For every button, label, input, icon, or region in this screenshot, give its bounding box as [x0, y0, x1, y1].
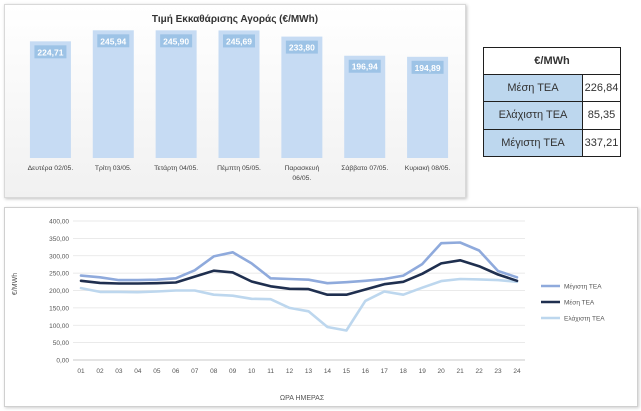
bar-value-box	[160, 34, 193, 48]
stats-row-value: 226,84	[582, 73, 621, 103]
bar-value-box	[34, 45, 67, 59]
x-tick-label: 11	[267, 368, 274, 375]
bar	[218, 30, 260, 159]
stats-row-label: Μέση ΤΕΑ	[483, 73, 583, 103]
stats-table-header: €/MWh	[483, 47, 621, 75]
x-tick-label: 05	[153, 368, 161, 375]
y-tick-label: 100,00	[49, 323, 69, 330]
bar	[281, 36, 323, 158]
legend-label: Μέση ΤΕΑ	[564, 299, 595, 307]
x-tick-label: Παρασκευή	[284, 165, 319, 172]
stats-table: €/MWh Μέση ΤΕΑ 226,84 Ελάχιστη ΤΕΑ 85,35…	[483, 47, 621, 158]
series-line	[79, 277, 519, 332]
x-tick-label: 07	[191, 368, 199, 375]
bar-chart-title: Τιμή Εκκαθάρισης Αγοράς (€/MWh)	[152, 14, 318, 25]
bar-value-box	[348, 59, 381, 73]
x-tick-label: 20	[438, 368, 446, 375]
x-tick-label: 24	[513, 368, 521, 375]
stats-row-label: Μέγιστη ΤΕΑ	[483, 128, 583, 158]
x-tick-label: 21	[457, 368, 465, 375]
x-tick-label: 14	[324, 368, 332, 375]
x-tick-label: 04	[134, 368, 142, 375]
y-tick-label: 50,00	[53, 340, 70, 347]
y-axis-label: €/MWh	[12, 273, 19, 295]
legend-label: Ελάχιστη ΤΕΑ	[564, 315, 605, 323]
x-tick-label: 03	[115, 368, 123, 375]
x-tick-label: 12	[286, 368, 294, 375]
bar-value-label: 194,89	[415, 63, 441, 73]
x-tick-label: 13	[305, 368, 313, 375]
stats-table-panel: €/MWh Μέση ΤΕΑ 226,84 Ελάχιστη ΤΕΑ 85,35…	[483, 47, 621, 158]
bar-value-label: 196,94	[352, 62, 378, 72]
y-tick-label: 350,00	[49, 236, 69, 243]
series-line	[79, 241, 519, 285]
x-tick-label: 16	[362, 368, 370, 375]
stats-row-value: 337,21	[582, 128, 621, 158]
bar-value-box	[285, 40, 318, 54]
x-tick-label: 15	[343, 368, 351, 375]
bar-value-box	[223, 34, 255, 48]
x-tick-label: Δευτέρα 02/05.	[28, 164, 74, 172]
bar	[344, 55, 386, 158]
bar-value-label: 245,69	[226, 36, 252, 46]
stats-row-label: Ελάχιστη ΤΕΑ	[483, 101, 583, 130]
x-tick-label: 19	[419, 368, 427, 375]
x-axis-label: ΩΡΑ ΗΜΕΡΑΣ	[280, 395, 325, 402]
x-tick-label: Κυριακή 08/05.	[405, 165, 451, 172]
bar	[155, 30, 197, 159]
bar	[92, 30, 134, 158]
y-tick-label: 400,00	[49, 219, 69, 226]
bar-value-box	[97, 34, 130, 48]
x-tick-label: 02	[96, 368, 104, 375]
bar-value-box	[411, 60, 444, 74]
bar-chart: Τιμή Εκκαθάρισης Αγοράς (€/MWh) 224,71 Δε…	[28, 14, 451, 182]
x-tick-label: Πέμπτη 05/05.	[217, 164, 261, 172]
x-tick-label: 22	[475, 368, 483, 375]
x-tick-label: 09	[229, 368, 237, 375]
legend-label: Μέγιστη ΤΕΑ	[564, 283, 602, 291]
x-tick-label: 06/05.	[292, 175, 311, 182]
x-tick-label: Τετάρτη 04/05.	[154, 164, 198, 172]
bar-value-label: 224,71	[37, 47, 63, 57]
line-chart: 0,00 50,00 100,00 150,00 200,00 250,00 300,00 3…	[12, 219, 605, 403]
bar-chart-panel: Τιμή Εκκαθάρισης Αγοράς (€/MWh) 224,71 Δε…	[4, 4, 466, 198]
line-chart-panel: 0,00 50,00 100,00 150,00 200,00 250,00 300,00 3…	[4, 207, 638, 407]
stats-row-max: Μέγιστη ΤΕΑ 337,21	[483, 128, 621, 158]
bar-value-label: 233,80	[289, 43, 315, 53]
series-line	[79, 258, 519, 296]
bar	[29, 41, 71, 158]
bar-value-label: 245,90	[163, 36, 189, 46]
stats-row-min: Ελάχιστη ΤΕΑ 85,35	[483, 101, 621, 130]
y-tick-label: 250,00	[49, 271, 69, 278]
y-tick-label: 0,00	[56, 358, 69, 365]
x-tick-label: 06	[172, 368, 180, 375]
x-tick-label: 08	[210, 368, 218, 375]
y-tick-label: 200,00	[49, 288, 69, 295]
bar-value-label: 245,94	[100, 36, 126, 46]
x-tick-label: 23	[494, 368, 502, 375]
stats-row-value: 85,35	[582, 101, 621, 130]
stats-row-mean: Μέση ΤΕΑ 226,84	[483, 73, 621, 103]
x-tick-label: 18	[400, 368, 408, 375]
x-tick-label: 17	[381, 368, 389, 375]
x-tick-label: Σάββατο 07/05.	[341, 164, 388, 172]
y-tick-label: 300,00	[49, 253, 69, 260]
x-tick-label: 01	[77, 368, 85, 375]
x-tick-label: Τρίτη 03/05.	[95, 164, 132, 172]
x-tick-label: 10	[248, 368, 256, 375]
y-tick-label: 150,00	[49, 305, 69, 312]
